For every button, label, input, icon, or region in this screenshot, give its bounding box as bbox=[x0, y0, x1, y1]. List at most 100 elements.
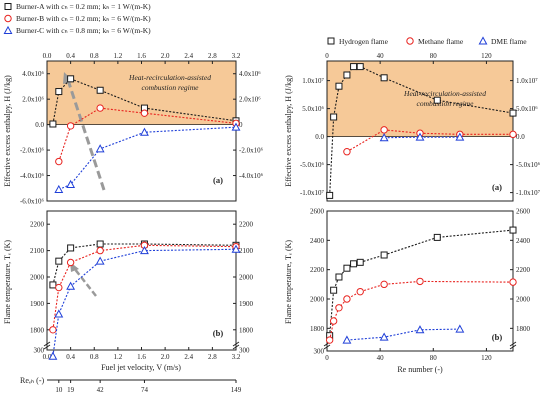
secondary-tick-label-left-1: 19 bbox=[67, 386, 75, 394]
ytick-r-label-right-bottom-0: 1800 bbox=[516, 325, 531, 333]
xtick-label-right-bottom-1: 40 bbox=[377, 354, 385, 362]
right-bottom-series-1-point-4 bbox=[356, 287, 364, 296]
legend-left-marker-0 bbox=[4, 3, 12, 10]
secondary-tick-label-left-0: 10 bbox=[55, 386, 63, 394]
left-bottom-series-2-point-4 bbox=[140, 245, 149, 255]
ytick-r-label-right-bottom-4: 2600 bbox=[516, 208, 531, 216]
left-bottom-series-2-point-5 bbox=[231, 244, 241, 253]
ytick-label-right-bottom-1: 2000 bbox=[310, 296, 325, 304]
ytick-label-right-top-2: 0.0 bbox=[315, 133, 324, 141]
xtick-label-left-bottom-8: 3.2 bbox=[232, 353, 241, 361]
ytick-label-right-bottom-0: 1800 bbox=[310, 325, 325, 333]
left-bottom-series-1-line bbox=[52, 244, 237, 330]
right-bottom-series-2-point-2 bbox=[415, 325, 425, 334]
ytick-r-label-right-bottom-2: 2200 bbox=[516, 266, 531, 274]
regime-text-right-1: Heat-recirculation-assisted bbox=[403, 89, 486, 98]
panel-tag-left-b: (b) bbox=[213, 328, 224, 338]
left-bottom-series-2-point-2 bbox=[66, 281, 76, 290]
ylabel-right-top: Effective excess enthalpy, H (J/kg) bbox=[284, 75, 293, 187]
legend-left-label-2: Burner-C with cₕ = 0.8 mm; kₕ = 6 W/(m-K… bbox=[16, 26, 151, 35]
right-top-series-1-point-0 bbox=[343, 148, 351, 156]
regime-shading-right bbox=[327, 61, 513, 137]
ytick-label-left-top-5: 4.0x10⁶ bbox=[22, 70, 44, 78]
left-bottom-series-0-point-0 bbox=[49, 281, 57, 289]
panel-tag-right-a: (a) bbox=[492, 182, 502, 192]
legend-right-marker-1 bbox=[406, 37, 414, 45]
xtick-label-left-bottom-1: 0.4 bbox=[66, 353, 75, 361]
trend-arrow-left-top bbox=[66, 79, 106, 191]
right-bottom-series-2-point-0 bbox=[342, 335, 352, 344]
ytick-label-left-top-4: 2.0x10⁶ bbox=[22, 96, 44, 104]
panel-tag-right-b: (b) bbox=[492, 332, 503, 342]
ytick-label-right-bottom-3: 2400 bbox=[310, 237, 325, 245]
ylabel-right-bottom: Flame temperature, Tₑ (K) bbox=[284, 240, 293, 324]
ytick-label-right-top-1: -5.0x10⁶ bbox=[300, 161, 325, 169]
xtick-label-left-bottom-3: 1.2 bbox=[114, 353, 123, 361]
ytick-right-label-left-top-2: 0 bbox=[239, 121, 243, 129]
xtick-top-label-left-7: 2.8 bbox=[208, 52, 217, 60]
legend-left-marker-2 bbox=[3, 25, 13, 34]
secondary-tick-label-left-2: 42 bbox=[97, 386, 105, 394]
ytick-right-label-left-top-1: -2.0x10⁶ bbox=[239, 147, 264, 155]
xtick-top-label-left-1: 0.4 bbox=[66, 52, 75, 60]
xtick-label-left-bottom-7: 2.8 bbox=[208, 353, 217, 361]
xtick-label-left-bottom-6: 2.4 bbox=[184, 353, 193, 361]
xtick-label-right-bottom-0: 0 bbox=[325, 354, 329, 362]
left-bottom-series-2-line bbox=[52, 248, 237, 357]
right-bottom-series-0-point-3 bbox=[343, 264, 351, 272]
ytick-label-left-top-2: -2.0x10⁶ bbox=[20, 147, 45, 155]
ytick-right-label-left-top-4: 4.0x10⁶ bbox=[239, 70, 261, 78]
left-top-series-2-point-2 bbox=[95, 144, 105, 153]
legend-right-marker-0 bbox=[327, 37, 335, 45]
ytick-right-label-left-bottom-3: 2100 bbox=[239, 247, 254, 255]
right-top-series-2-point-2 bbox=[455, 132, 465, 141]
right-top-series-0-point-0 bbox=[326, 191, 334, 199]
left-bottom-series-0-point-2 bbox=[67, 244, 75, 252]
right-top-series-0-point-2 bbox=[335, 82, 343, 90]
xtick-label-left-bottom-2: 0.8 bbox=[90, 353, 99, 361]
right-bottom-series-1-point-1 bbox=[329, 317, 338, 325]
left-bottom-series-1-point-3 bbox=[96, 246, 104, 255]
legend-right-marker-2 bbox=[478, 36, 488, 45]
ytick-300-right-fig: 300 bbox=[314, 348, 325, 356]
xtick-label-left-bottom-4: 1.6 bbox=[137, 353, 146, 361]
left-top-series-2-point-0 bbox=[54, 184, 64, 194]
left-top-series-0-point-3 bbox=[96, 86, 104, 94]
ytick-label-left-bottom-0: 1800 bbox=[30, 326, 45, 334]
right-top-series-2-point-1 bbox=[415, 132, 425, 141]
left-top-series-1-point-0 bbox=[55, 157, 63, 166]
legend-left-label-1: Burner-B with cₕ = 0.2 mm; kₕ = 6 W/(m-K… bbox=[16, 14, 151, 23]
ytick-right-label-left-bottom-2: 2000 bbox=[239, 274, 254, 282]
legend-right-label-1: Methane flame bbox=[418, 37, 464, 46]
legend-right-label-2: DME flame bbox=[491, 37, 527, 46]
xtick-top-label-right-0: 0 bbox=[325, 52, 329, 60]
xtick-top-label-right-1: 40 bbox=[377, 52, 385, 60]
axis-break-right-a-2 bbox=[323, 344, 331, 350]
legend-left-label-0: Burner-A with cₕ = 0.2 mm; kₕ = 1 W/(m-K… bbox=[16, 2, 151, 11]
xtick-label-right-bottom-3: 120 bbox=[481, 354, 492, 362]
xtick-top-label-left-6: 2.4 bbox=[184, 52, 193, 60]
right-bottom-series-1-point-3 bbox=[343, 295, 351, 303]
ytick-label-right-top-3: 5.0x10⁶ bbox=[302, 105, 324, 113]
secondary-tick-label-left-3: 74 bbox=[141, 386, 149, 394]
ytick-label-right-top-0: -1.0x10⁷ bbox=[300, 189, 325, 197]
xtick-top-label-right-3: 120 bbox=[481, 52, 492, 60]
legend-right-label-0: Hydrogen flame bbox=[339, 37, 389, 46]
left-bottom-series-2-point-0 bbox=[48, 351, 58, 360]
ytick-label-left-top-0: -6.0x10⁶ bbox=[20, 198, 45, 206]
ytick-r-label-right-top-3: 5.0x10⁶ bbox=[516, 105, 538, 113]
right-bottom-series-0-point-7 bbox=[433, 233, 441, 241]
right-bottom-series-0-point-8 bbox=[509, 226, 517, 234]
left-top-series-2-point-3 bbox=[140, 127, 149, 136]
plot-frame-left-bottom bbox=[46, 210, 237, 351]
left-top-series-0-line bbox=[52, 78, 237, 125]
left-top-series-2-point-4 bbox=[231, 122, 241, 131]
right-top-series-2-line bbox=[384, 136, 460, 139]
left-top-series-2-point-1 bbox=[66, 179, 76, 188]
xtick-top-label-left-2: 0.8 bbox=[90, 52, 99, 60]
xtick-top-label-left-3: 1.2 bbox=[114, 52, 123, 60]
ytick-300-left: 300 bbox=[34, 347, 45, 355]
ytick-right-label-left-top-0: -4.0x10⁶ bbox=[239, 172, 264, 180]
right-top-series-0-point-4 bbox=[350, 63, 358, 71]
right-bottom-series-2-line bbox=[346, 328, 460, 341]
